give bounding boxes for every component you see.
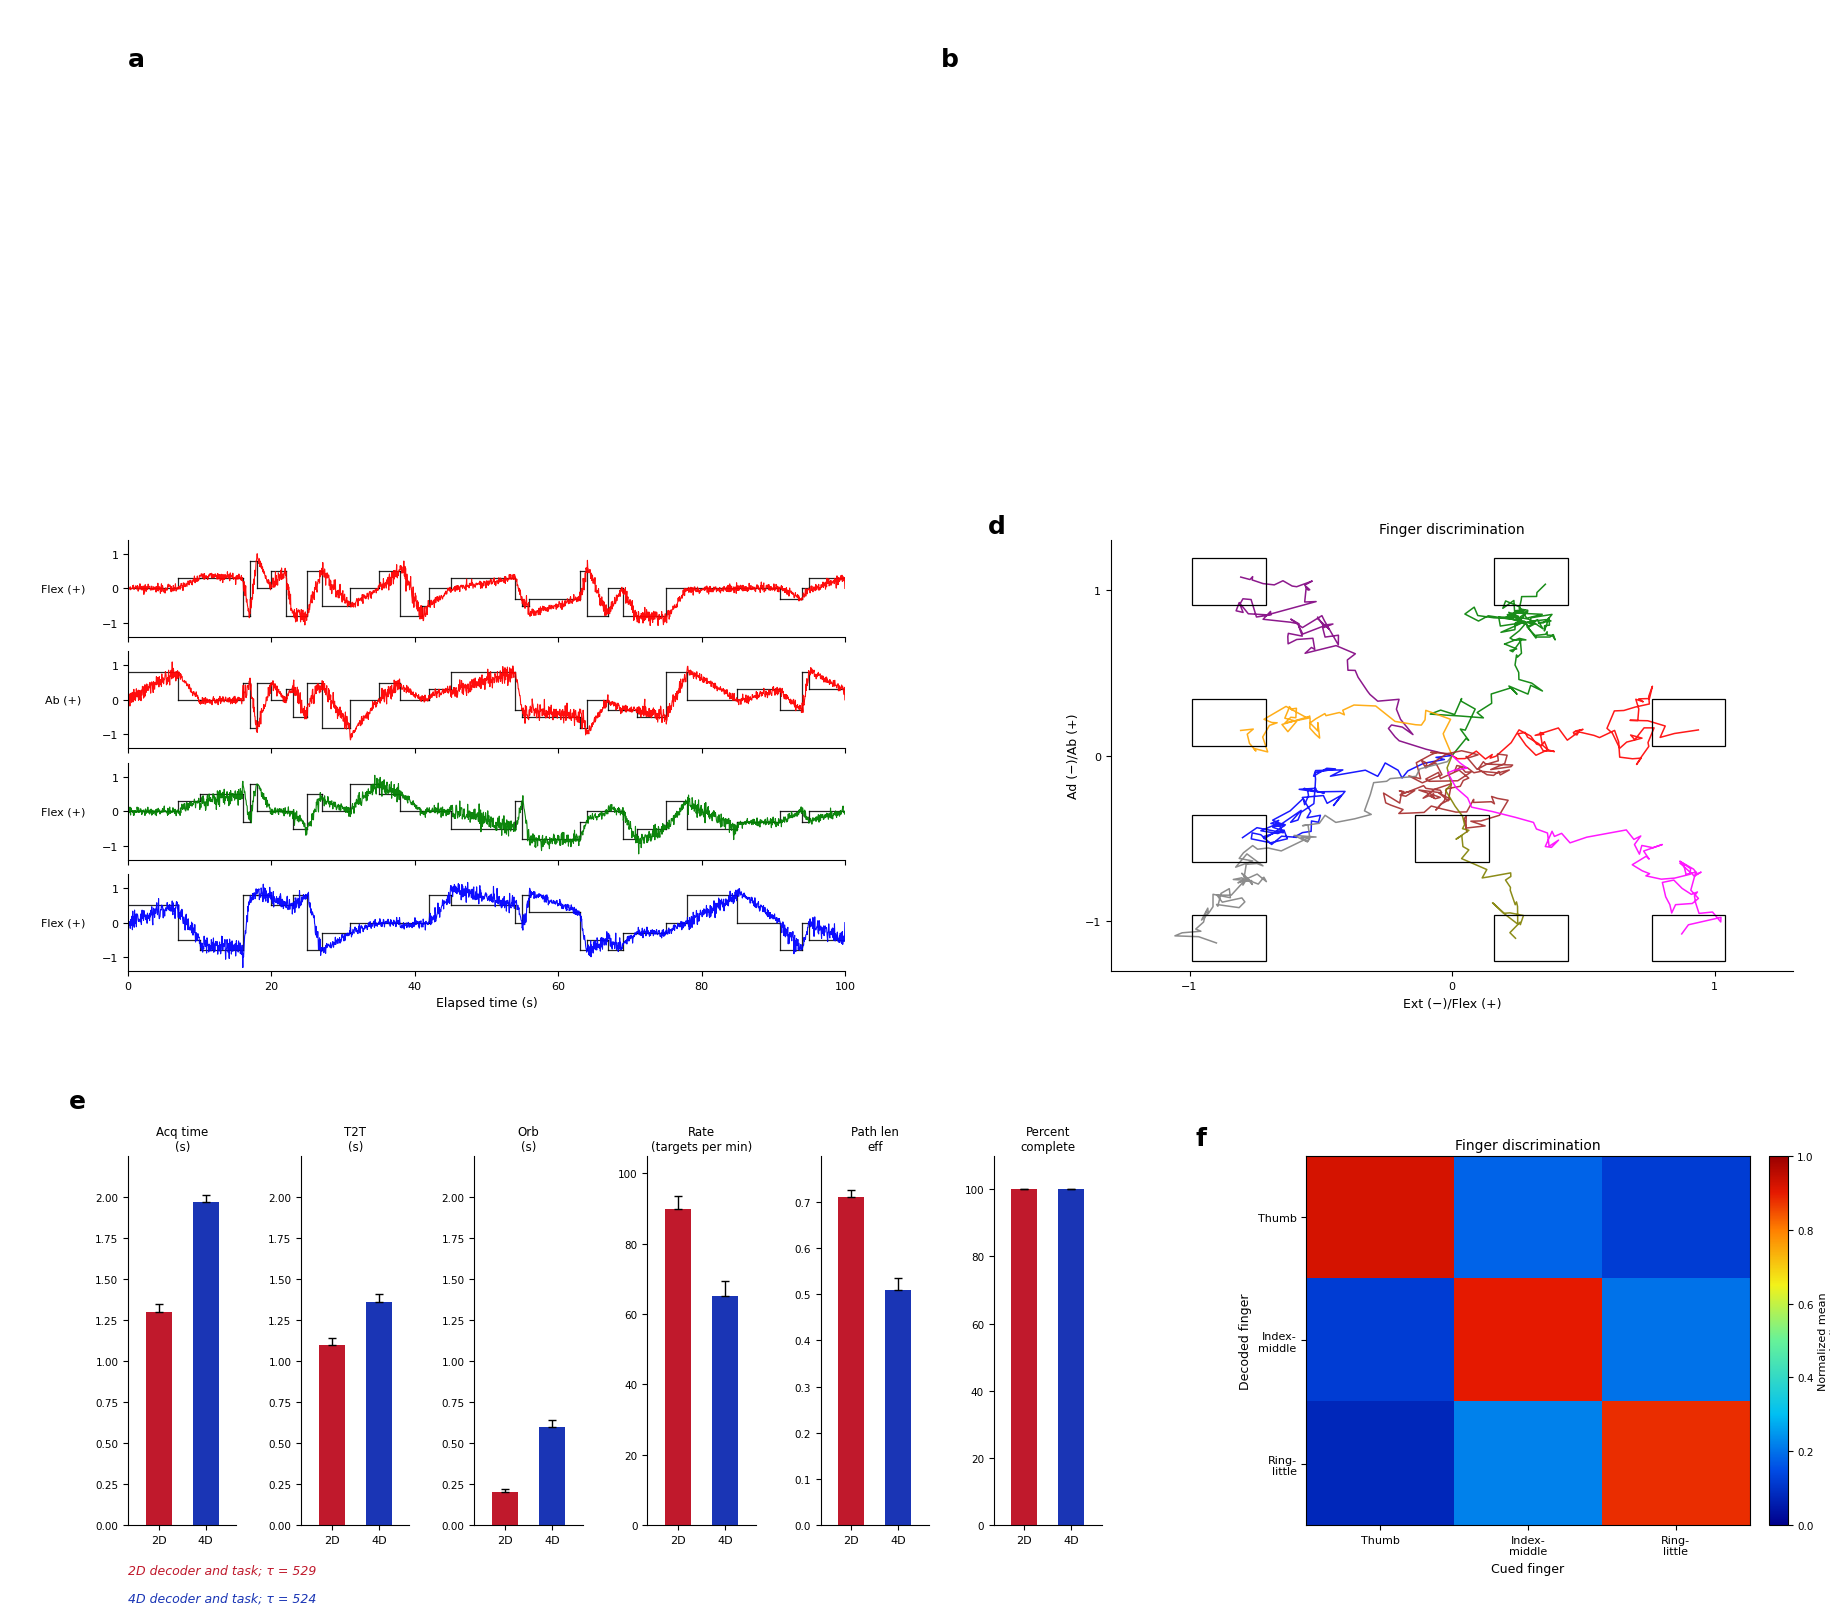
Bar (1493, 915, 1568, 962)
Bar (1652, 700, 1726, 746)
Bar (540, 1427, 565, 1525)
Bar (712, 1296, 737, 1525)
Y-axis label: Flex (+): Flex (+) (40, 807, 86, 817)
Bar (1652, 915, 1726, 962)
Bar (838, 1198, 864, 1525)
Text: 2D decoder and task; τ = 529: 2D decoder and task; τ = 529 (128, 1564, 317, 1577)
Title: Rate
(targets per min): Rate (targets per min) (651, 1125, 752, 1154)
Bar (1191, 558, 1266, 605)
Y-axis label: Flex (+): Flex (+) (40, 918, 86, 928)
Title: Orb
(s): Orb (s) (518, 1125, 540, 1154)
Bar (1415, 815, 1490, 862)
Bar (192, 1202, 218, 1525)
Bar (1058, 1190, 1085, 1525)
Text: a: a (128, 48, 145, 73)
Bar (366, 1302, 392, 1525)
Y-axis label: Ad (−)/Ab (+): Ad (−)/Ab (+) (1067, 713, 1080, 799)
X-axis label: Ext (−)/Flex (+): Ext (−)/Flex (+) (1404, 997, 1501, 1010)
Y-axis label: Decoded finger: Decoded finger (1239, 1293, 1252, 1390)
Bar (1191, 815, 1266, 862)
Title: Acq time
(s): Acq time (s) (156, 1125, 209, 1154)
Title: Path len
eff: Path len eff (851, 1125, 899, 1154)
Text: b: b (941, 48, 959, 73)
Bar (318, 1344, 344, 1525)
Bar (1191, 915, 1266, 962)
Title: T2T
(s): T2T (s) (344, 1125, 366, 1154)
Title: Finger discrimination: Finger discrimination (1380, 523, 1524, 537)
Bar (1012, 1190, 1038, 1525)
X-axis label: Elapsed time (s): Elapsed time (s) (436, 997, 538, 1010)
Text: d: d (988, 515, 1007, 539)
Text: e: e (68, 1089, 86, 1114)
Y-axis label: Ab (+): Ab (+) (46, 696, 81, 705)
Y-axis label: Normalized mean
velocity: Normalized mean velocity (1817, 1291, 1830, 1390)
Title: Finger discrimination: Finger discrimination (1455, 1138, 1601, 1152)
Bar (664, 1209, 692, 1525)
Bar (886, 1290, 911, 1525)
Bar (1493, 558, 1568, 605)
Title: Percent
complete: Percent complete (1021, 1125, 1076, 1154)
X-axis label: Cued finger: Cued finger (1491, 1562, 1565, 1575)
Text: 4D decoder and task; τ = 524: 4D decoder and task; τ = 524 (128, 1591, 317, 1604)
Y-axis label: Flex (+): Flex (+) (40, 584, 86, 594)
Bar (1191, 700, 1266, 746)
Text: f: f (1195, 1127, 1206, 1151)
Bar (492, 1493, 518, 1525)
Bar (146, 1312, 172, 1525)
